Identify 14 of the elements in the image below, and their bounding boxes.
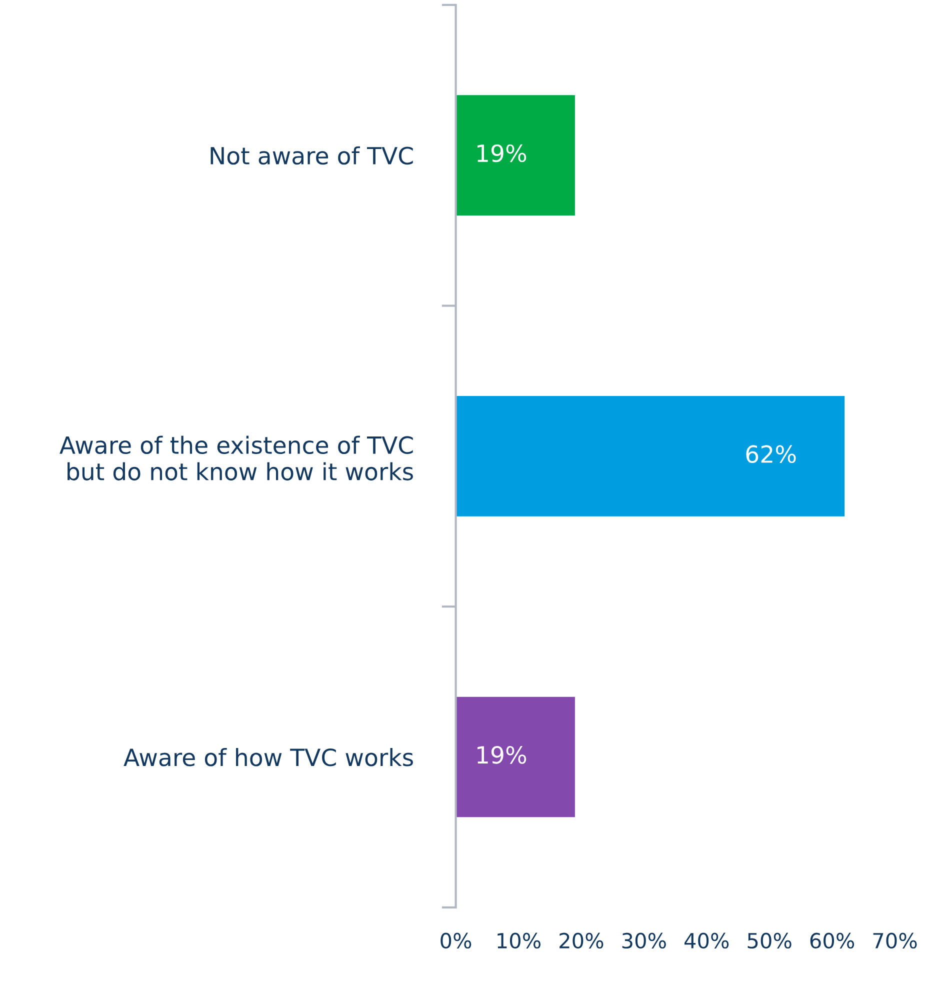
data-label: 19% (478, 144, 526, 162)
x-tick-label: 20% (560, 932, 604, 949)
y-tick-label: Aware of the existence of TVC but do not know how it works (60, 436, 413, 480)
data-label: 19% (478, 746, 526, 764)
y-tick-label: Aware of how TVC works (124, 748, 413, 766)
y-tick-label: Not aware of TVC (210, 146, 413, 165)
x-tick-label: 40% (684, 932, 729, 949)
x-tick-label: 50% (748, 932, 792, 949)
x-tick-label: 0% (440, 932, 472, 949)
x-tick-label: 70% (873, 932, 917, 949)
data-label: 62% (746, 445, 796, 464)
x-tick-label: 10% (498, 932, 541, 949)
x-tick-label: 60% (810, 932, 854, 949)
x-tick-label: 30% (622, 932, 666, 949)
